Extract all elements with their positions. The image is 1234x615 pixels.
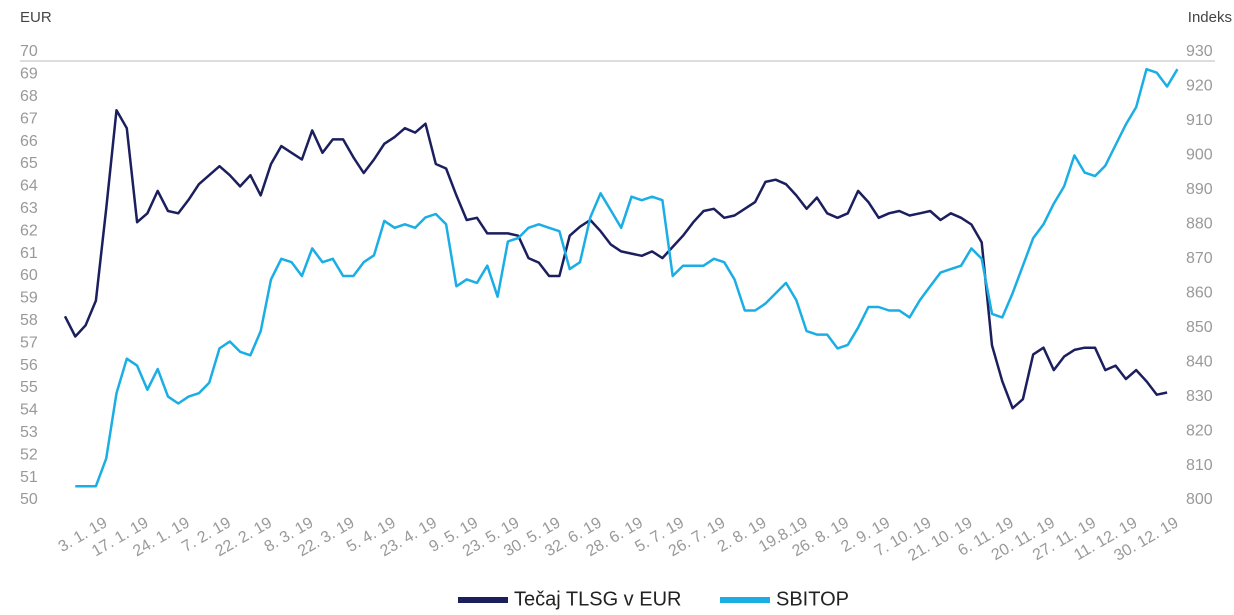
y-tick-label: 57	[20, 334, 38, 351]
y-tick-label: 70	[20, 43, 38, 60]
y2-tick-label: 810	[1186, 457, 1213, 474]
y-tick-label: 54	[20, 402, 38, 419]
y2-tick-label: 840	[1186, 353, 1213, 370]
legend-swatch	[720, 597, 770, 603]
y-tick-label: 52	[20, 446, 38, 463]
y-axis-label: EUR	[20, 9, 52, 26]
legend-swatch	[458, 597, 508, 603]
y-tick-label: 68	[20, 88, 38, 105]
y2-tick-label: 870	[1186, 250, 1213, 267]
y2-tick-label: 820	[1186, 422, 1213, 439]
y-tick-label: 58	[20, 312, 38, 329]
y-tick-label: 65	[20, 155, 38, 172]
legend-label: SBITOP	[776, 588, 849, 610]
y-tick-label: 60	[20, 267, 38, 284]
y-tick-label: 67	[20, 110, 38, 127]
y-tick-label: 53	[20, 424, 38, 441]
y2-tick-label: 890	[1186, 181, 1213, 198]
legend-label: Tečaj TLSG v EUR	[514, 588, 681, 610]
y2-tick-label: 800	[1186, 491, 1213, 508]
y-tick-label: 51	[20, 469, 38, 486]
y-tick-label: 56	[20, 357, 38, 374]
y-tick-label: 61	[20, 245, 38, 262]
y2-tick-label: 830	[1186, 388, 1213, 405]
series-line	[75, 67, 1179, 488]
y2-tick-label: 900	[1186, 147, 1213, 164]
series-line	[63, 108, 1168, 410]
y2-tick-label: 880	[1186, 216, 1213, 233]
y-tick-label: 69	[20, 66, 38, 83]
y-tick-label: 63	[20, 200, 38, 217]
y-tick-label: 55	[20, 379, 38, 396]
y-tick-label: 64	[20, 178, 38, 195]
y-tick-label: 62	[20, 222, 38, 239]
y-tick-label: 66	[20, 133, 38, 150]
y2-tick-label: 860	[1186, 284, 1213, 301]
y-tick-label: 50	[20, 491, 38, 508]
y2-tick-label: 850	[1186, 319, 1213, 336]
y2-tick-label: 910	[1186, 112, 1213, 129]
y-tick-label: 59	[20, 290, 38, 307]
y2-tick-label: 930	[1186, 43, 1213, 60]
y2-tick-label: 920	[1186, 78, 1213, 95]
y2-axis-label: Indeks	[1188, 9, 1232, 26]
